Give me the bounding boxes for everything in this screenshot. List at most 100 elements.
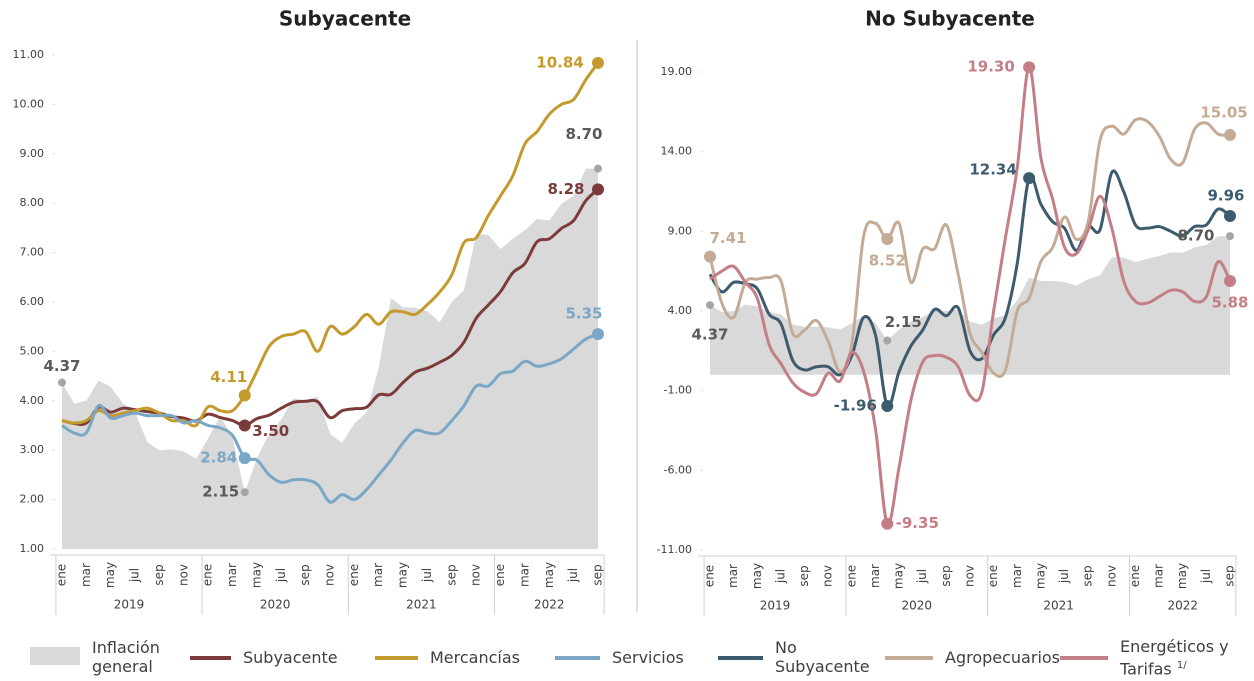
legend-swatch: [555, 656, 600, 660]
x-tick-label: may: [1033, 563, 1047, 589]
legend-swatch: [885, 656, 933, 660]
x-tick-label: sep: [797, 565, 811, 586]
x-tick-label: nov: [963, 565, 977, 587]
value-label: 8.28: [547, 180, 584, 198]
x-tick-label: may: [103, 562, 117, 588]
year-label: 2020: [260, 598, 291, 612]
legend-label: Mercancías: [430, 648, 560, 667]
point: [883, 336, 892, 345]
line: [61, 188, 600, 427]
x-tick-label: ene: [201, 564, 215, 586]
x-tick-label: mar: [726, 564, 740, 588]
x-tick-label: sep: [1223, 565, 1237, 586]
x-tick-label: may: [396, 562, 410, 588]
line: [708, 117, 1231, 379]
area: [62, 168, 598, 549]
y-tick-label: 19.00: [661, 65, 693, 78]
point: [238, 419, 251, 432]
x-tick-label: sep: [298, 564, 312, 585]
x-tick-label: ene: [493, 564, 507, 586]
y-tick-label: 14.00: [661, 145, 693, 158]
y-tick-label: 9.00: [668, 224, 693, 237]
y-tick-label: -6.00: [664, 463, 692, 476]
x-tick-label: may: [892, 563, 906, 589]
x-tick-label: may: [249, 562, 263, 588]
x-tick-label: may: [1175, 563, 1189, 589]
point: [881, 399, 894, 412]
x-tick-label: mar: [868, 564, 882, 588]
x-tick-label: sep: [939, 565, 953, 586]
y-tick-label: -11.00: [657, 543, 692, 556]
x-tick-label: jul: [274, 568, 288, 583]
y-tick-label: 5.00: [20, 344, 45, 357]
value-label: 8.52: [869, 251, 906, 269]
point: [592, 183, 604, 196]
point: [881, 517, 894, 530]
value-label: 12.34: [969, 161, 1016, 179]
x-tick-label: nov: [323, 564, 337, 586]
x-tick-label: mar: [1152, 564, 1166, 588]
area: [710, 236, 1230, 375]
value-label: 8.70: [565, 125, 602, 143]
x-tick-label: mar: [225, 563, 239, 587]
value-label: 4.37: [43, 357, 80, 375]
x-tick-label: mar: [371, 563, 385, 587]
legend-swatch: [718, 656, 763, 660]
point: [1226, 232, 1234, 241]
line: [708, 169, 1231, 409]
x-tick-label: may: [542, 562, 556, 588]
y-tick-label: 2.00: [20, 493, 45, 506]
legend-swatch: [30, 647, 80, 665]
x-tick-label: ene: [986, 565, 1000, 587]
x-tick-label: sep: [591, 564, 605, 585]
y-tick-label: 4.00: [668, 304, 693, 317]
value-label: 2.84: [200, 449, 237, 467]
point: [58, 378, 66, 387]
point: [592, 328, 604, 341]
legend-label: Inflación general: [92, 638, 172, 676]
value-label: 5.35: [565, 305, 602, 323]
legend-label: Servicios: [612, 648, 722, 667]
legend-label: Agropecuarios: [945, 648, 1085, 667]
legend-swatch: [1060, 656, 1108, 660]
year-label: 2022: [534, 598, 565, 612]
x-tick-label: ene: [844, 565, 858, 587]
point: [1023, 61, 1036, 74]
y-tick-label: 11.00: [13, 48, 45, 61]
value-label: 19.30: [967, 58, 1014, 76]
x-tick-label: mar: [1010, 564, 1024, 588]
legend-text: Mercancías: [430, 647, 520, 667]
x-tick-label: sep: [444, 564, 458, 585]
chart-title: Subyacente: [279, 7, 411, 31]
value-label: 15.05: [1200, 103, 1247, 121]
y-tick-label: 3.00: [20, 443, 45, 456]
point: [881, 232, 894, 245]
value-label: 3.50: [252, 422, 289, 440]
year-label: 2019: [760, 599, 791, 613]
x-tick-label: nov: [1104, 565, 1118, 587]
x-tick-label: ene: [347, 564, 361, 586]
value-label: 5.88: [1211, 294, 1248, 312]
x-tick-label: ene: [55, 564, 69, 586]
x-tick-label: jul: [1057, 569, 1071, 584]
legend-footnote: 1/: [1176, 659, 1187, 671]
value-label: 4.37: [691, 326, 728, 344]
y-tick-label: 6.00: [20, 295, 45, 308]
x-tick-label: nov: [469, 564, 483, 586]
point: [1023, 172, 1036, 185]
value-label: 9.96: [1207, 187, 1244, 205]
year-label: 2021: [406, 598, 437, 612]
point: [1224, 210, 1236, 223]
x-tick-label: mar: [79, 563, 93, 587]
year-label: 2021: [1043, 599, 1074, 613]
point: [706, 301, 714, 310]
y-tick-label: -1.00: [664, 384, 692, 397]
y-tick-label: 10.00: [13, 97, 45, 110]
year-label: 2019: [114, 598, 145, 612]
value-label: 2.15: [885, 313, 922, 331]
x-tick-label: sep: [152, 564, 166, 585]
legend-label: No Subyacente: [775, 638, 870, 676]
y-tick-label: 8.00: [20, 196, 45, 209]
